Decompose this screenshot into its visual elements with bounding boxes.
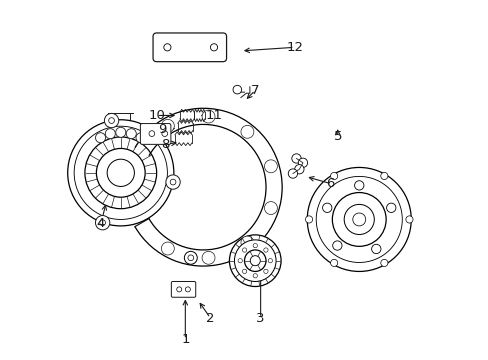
Circle shape: [107, 159, 134, 186]
Circle shape: [184, 251, 197, 264]
Text: 4: 4: [97, 216, 105, 230]
Circle shape: [263, 269, 267, 274]
Circle shape: [330, 259, 337, 266]
Circle shape: [291, 154, 301, 163]
Circle shape: [306, 167, 410, 271]
Circle shape: [405, 216, 412, 223]
Circle shape: [202, 110, 215, 123]
Circle shape: [332, 241, 341, 250]
Circle shape: [229, 235, 281, 287]
Circle shape: [371, 244, 380, 253]
Circle shape: [352, 213, 365, 226]
Circle shape: [263, 248, 267, 252]
FancyBboxPatch shape: [140, 123, 170, 144]
Circle shape: [332, 193, 386, 246]
FancyBboxPatch shape: [153, 33, 226, 62]
Text: 2: 2: [206, 311, 214, 325]
Circle shape: [202, 251, 215, 264]
Circle shape: [267, 258, 272, 263]
Circle shape: [234, 240, 276, 282]
Circle shape: [253, 274, 257, 278]
Circle shape: [74, 126, 167, 220]
Circle shape: [298, 158, 307, 167]
Circle shape: [264, 202, 277, 215]
Circle shape: [253, 243, 257, 248]
Circle shape: [287, 169, 297, 178]
Circle shape: [386, 203, 395, 212]
Circle shape: [85, 137, 156, 209]
Circle shape: [116, 127, 125, 137]
Text: 8: 8: [161, 138, 169, 150]
Circle shape: [126, 129, 136, 139]
Text: 10: 10: [148, 109, 165, 122]
Circle shape: [242, 269, 246, 274]
Circle shape: [96, 148, 145, 197]
Text: 5: 5: [333, 130, 341, 144]
Circle shape: [330, 172, 337, 180]
Circle shape: [294, 165, 304, 174]
Circle shape: [250, 256, 260, 266]
Circle shape: [161, 120, 174, 132]
FancyBboxPatch shape: [171, 282, 195, 297]
Circle shape: [242, 248, 246, 252]
Text: 12: 12: [285, 41, 303, 54]
Text: 11: 11: [205, 109, 222, 122]
Circle shape: [233, 85, 241, 94]
Circle shape: [380, 172, 387, 180]
Circle shape: [241, 125, 253, 138]
Text: 1: 1: [181, 333, 189, 346]
Text: 3: 3: [256, 311, 264, 325]
Text: 9: 9: [158, 123, 166, 136]
Circle shape: [344, 204, 373, 234]
Circle shape: [264, 160, 277, 173]
Circle shape: [165, 175, 180, 189]
Circle shape: [136, 133, 146, 143]
Circle shape: [322, 203, 331, 212]
Circle shape: [238, 258, 242, 263]
Circle shape: [104, 113, 119, 128]
Circle shape: [316, 176, 402, 262]
Circle shape: [67, 120, 174, 226]
Circle shape: [354, 181, 363, 190]
Circle shape: [241, 236, 253, 249]
Text: 6: 6: [325, 177, 334, 190]
Circle shape: [161, 242, 174, 255]
Circle shape: [95, 133, 105, 143]
Circle shape: [95, 216, 110, 230]
Circle shape: [105, 129, 115, 139]
Circle shape: [244, 250, 265, 271]
Circle shape: [305, 216, 312, 223]
Circle shape: [380, 259, 387, 266]
Text: 7: 7: [250, 84, 259, 97]
